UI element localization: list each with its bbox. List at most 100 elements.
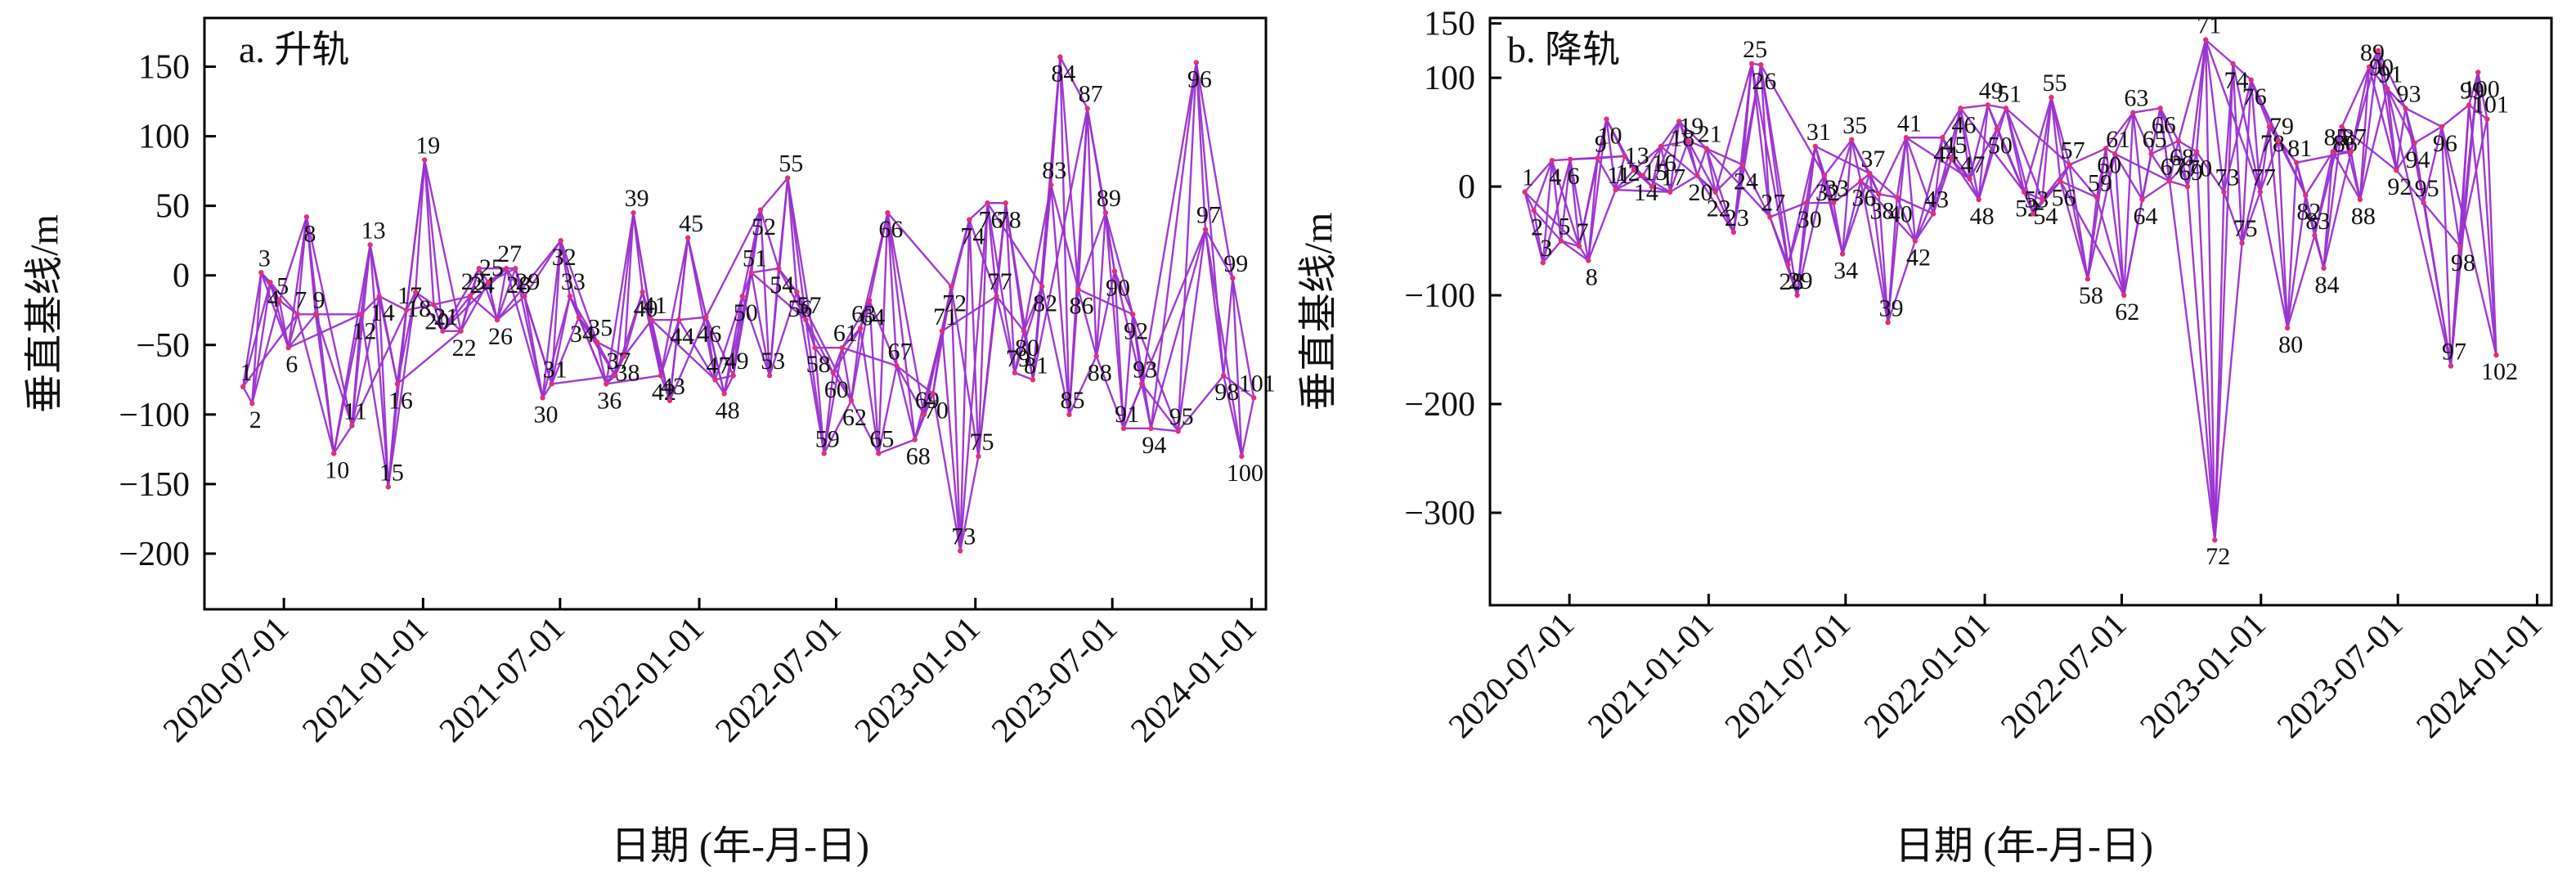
- edge-60-63: [2105, 111, 2134, 150]
- edge-9-10: [1596, 119, 1608, 159]
- edge-90-92: [1113, 271, 1134, 315]
- edge-61-62: [2113, 154, 2125, 296]
- acquisition-point: [2040, 196, 2045, 203]
- edge-29-32: [1796, 175, 1826, 296]
- edge-73-76: [959, 203, 989, 551]
- acquisition-point: [939, 328, 945, 334]
- acquisition-point: [2375, 47, 2381, 54]
- point-label: 91: [2378, 61, 2403, 88]
- edge-83-84: [2313, 235, 2325, 269]
- acquisition-point: [684, 235, 691, 240]
- acquisition-point: [1676, 119, 1682, 124]
- edge-22-25: [1714, 63, 1753, 193]
- acquisition-points: 1234567891011121314151617181920212223242…: [1522, 12, 2518, 571]
- edge-61-62: [841, 347, 853, 402]
- point-label: 61: [2106, 126, 2130, 153]
- x-tick-label: 2021-01-01: [295, 610, 435, 750]
- edge-6-7: [1568, 159, 1581, 247]
- acquisition-point: [930, 391, 936, 397]
- edge-56-62: [796, 291, 853, 402]
- acquisition-point: [240, 384, 246, 390]
- edge-74-75: [2232, 63, 2243, 244]
- edge-90-93: [1113, 271, 1143, 384]
- point-label: 9: [1595, 131, 1607, 158]
- edge-99-101: [1232, 277, 1255, 398]
- edge-85-86: [2331, 126, 2343, 152]
- edge-50-51: [1995, 107, 2008, 130]
- point-label: 69: [2179, 159, 2203, 186]
- point-label: 27: [1761, 189, 1785, 216]
- point-label: 36: [597, 387, 622, 414]
- edge-94-96: [2413, 125, 2443, 144]
- edge-90-91: [1113, 271, 1125, 429]
- acquisition-point: [1894, 195, 1900, 200]
- acquisition-point: [985, 200, 990, 206]
- point-label: 69: [915, 387, 940, 414]
- point-label: 18: [406, 295, 431, 322]
- edge-48-49: [1977, 105, 1989, 200]
- edge-94-95: [1151, 427, 1178, 433]
- point-label: 38: [615, 359, 640, 386]
- edge-38-40: [1878, 193, 1897, 199]
- point-label: 79: [2269, 113, 2294, 140]
- acquisition-point: [1048, 182, 1054, 188]
- point-label: 46: [1951, 111, 1976, 138]
- edge-68-69: [2177, 141, 2189, 187]
- edge-46-52: [705, 209, 762, 318]
- acquisition-point: [2085, 276, 2091, 282]
- edge-80-81: [2286, 162, 2298, 329]
- edge-100-101: [2477, 72, 2488, 119]
- edge-65-67: [2150, 153, 2170, 182]
- y-tick-label: −100: [119, 397, 190, 434]
- point-label: 47: [706, 352, 730, 379]
- acquisition-point: [1930, 211, 1936, 217]
- acquisition-point: [2112, 151, 2118, 157]
- acquisition-point: [2203, 37, 2209, 43]
- edge-43-44: [1932, 137, 1944, 214]
- acquisition-point: [1785, 262, 1791, 268]
- edge-51-54: [2004, 107, 2044, 200]
- acquisition-point: [703, 314, 709, 320]
- point-label: 3: [258, 245, 271, 272]
- edge-17-19: [1669, 140, 1690, 193]
- acquisition-point: [2484, 116, 2490, 122]
- edge-79-81: [1014, 371, 1034, 381]
- acquisition-point: [1175, 429, 1181, 434]
- edge-61-64: [2114, 153, 2143, 200]
- acquisition-point: [1812, 143, 1819, 150]
- acquisition-point: [1967, 176, 1972, 182]
- point-label: 81: [1024, 352, 1048, 379]
- acquisition-point: [1758, 61, 1764, 68]
- acquisition-point: [2058, 178, 2063, 184]
- edge-38-41: [1878, 137, 1907, 195]
- point-label: 14: [1634, 179, 1658, 206]
- point-label: 11: [1607, 162, 1631, 189]
- point-label: 37: [1860, 146, 1885, 173]
- point-label: 15: [1643, 159, 1667, 186]
- acquisition-point: [640, 289, 645, 295]
- edge-72-74: [2214, 63, 2234, 541]
- edge-34-35: [1841, 139, 1853, 254]
- edge-79-82: [1013, 285, 1043, 374]
- edge-36-42: [606, 375, 662, 385]
- acquisition-point: [267, 280, 273, 285]
- point-label: 78: [997, 206, 1021, 233]
- point-label: 43: [661, 373, 685, 400]
- acquisition-point: [2031, 211, 2036, 217]
- acquisition-point: [1830, 200, 1837, 206]
- edge-62-65: [850, 400, 880, 455]
- acquisition-point: [385, 484, 392, 490]
- edge-38-39: [1878, 194, 1889, 323]
- point-label: 6: [285, 351, 298, 378]
- edge-7-8: [1578, 245, 1590, 262]
- acquisition-point: [394, 381, 401, 387]
- point-label: 25: [479, 254, 504, 281]
- edge-19-22: [1687, 140, 1717, 193]
- acquisition-point: [1202, 227, 1209, 232]
- edge-54-57: [778, 267, 807, 321]
- edge-101-102: [2486, 119, 2497, 356]
- acquisition-point: [2412, 140, 2417, 146]
- acquisition-point: [1839, 251, 1846, 257]
- acquisition-point: [1540, 259, 1546, 266]
- edge-76-77: [2250, 79, 2262, 192]
